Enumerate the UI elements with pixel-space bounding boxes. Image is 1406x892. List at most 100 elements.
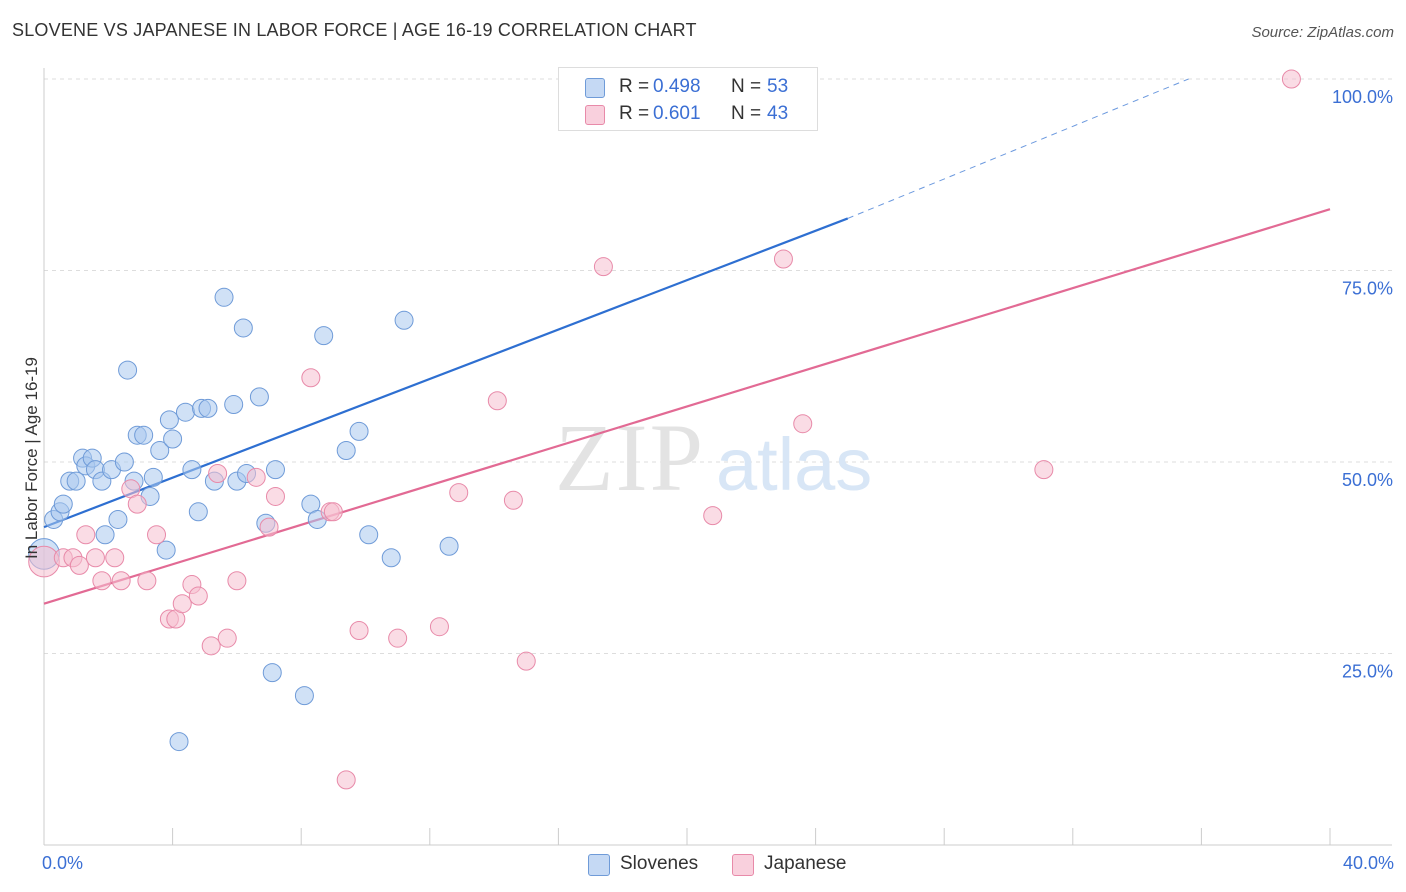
point-japanese (217, 628, 237, 648)
trendline-japanese (43, 208, 1331, 605)
y-tick-label: 50.0% (1342, 470, 1393, 490)
point-slovenes (163, 429, 183, 449)
point-japanese (793, 414, 813, 434)
point-japanese (188, 586, 208, 606)
r-label: R = (619, 103, 650, 124)
slovenes-swatch (588, 854, 610, 876)
point-japanese (111, 571, 131, 591)
point-slovenes (381, 548, 401, 568)
point-slovenes (249, 387, 269, 407)
point-japanese (1281, 69, 1301, 89)
n-value: 53 (767, 76, 789, 97)
point-japanese (449, 483, 469, 503)
n-label: N = (731, 76, 762, 97)
point-japanese (85, 548, 105, 568)
point-slovenes (359, 525, 379, 545)
point-slovenes (198, 398, 218, 418)
point-slovenes (336, 441, 356, 461)
point-slovenes (118, 360, 138, 380)
point-slovenes (175, 402, 195, 422)
point-japanese (246, 467, 266, 487)
point-slovenes (159, 410, 179, 430)
r-value: 0.601 (653, 103, 701, 124)
axes (43, 68, 1392, 846)
point-slovenes (143, 467, 163, 487)
point-slovenes (150, 441, 170, 461)
point-japanese (201, 636, 221, 656)
point-japanese (301, 368, 321, 388)
point-japanese (92, 571, 112, 591)
point-slovenes (114, 452, 134, 472)
point-japanese (259, 517, 279, 537)
point-japanese (127, 494, 147, 514)
point-slovenes (349, 421, 369, 441)
point-slovenes (294, 686, 314, 706)
point-slovenes (53, 494, 73, 514)
legend-label: Japanese (764, 853, 847, 874)
point-japanese (503, 490, 523, 510)
point-japanese (388, 628, 408, 648)
source-label: Source: ZipAtlas.com (1251, 24, 1394, 41)
point-slovenes (182, 460, 202, 480)
n-label: N = (731, 103, 762, 124)
point-slovenes (439, 536, 459, 556)
point-slovenes (233, 318, 253, 338)
legend-label: Slovenes (620, 853, 699, 874)
point-japanese (593, 257, 613, 277)
point-slovenes (314, 326, 334, 346)
point-slovenes (214, 287, 234, 307)
point-slovenes (188, 502, 208, 522)
point-japanese (323, 502, 343, 522)
point-slovenes (134, 425, 154, 445)
japanese-swatch (732, 854, 754, 876)
point-japanese (1034, 460, 1054, 480)
x-tick-label: 0.0% (42, 853, 83, 873)
point-japanese (773, 249, 793, 269)
point-japanese (703, 506, 723, 526)
point-japanese (69, 555, 89, 575)
point-japanese (147, 525, 167, 545)
y-axis-label: In Labor Force | Age 16-19 (22, 357, 41, 559)
point-slovenes (108, 509, 128, 529)
point-slovenes (394, 310, 414, 330)
watermark-zip: ZIP (555, 404, 705, 511)
point-slovenes (95, 525, 115, 545)
trendline-slovenes-extension (847, 78, 1189, 219)
gridlines (44, 78, 1392, 654)
point-japanese (227, 571, 247, 591)
point-japanese (487, 391, 507, 411)
point-japanese (172, 594, 192, 614)
point-slovenes (66, 471, 86, 491)
point-japanese (265, 486, 285, 506)
point-slovenes (169, 732, 189, 752)
point-japanese (429, 617, 449, 637)
x-tick-label: 40.0% (1343, 853, 1394, 873)
slovenes-swatch (585, 78, 605, 98)
point-slovenes (262, 663, 282, 683)
japanese-swatch (585, 105, 605, 125)
watermark: ZIP atlas (555, 404, 872, 511)
y-tick-label: 75.0% (1342, 279, 1393, 299)
point-japanese (349, 621, 369, 641)
point-slovenes (265, 460, 285, 480)
y-tick-label: 100.0% (1332, 87, 1393, 107)
y-tick-label: 25.0% (1342, 662, 1393, 682)
point-japanese (336, 770, 356, 790)
point-slovenes (224, 395, 244, 415)
stats-legend: R = 0.498 N = 53 R = 0.601 N = 43 (558, 67, 818, 131)
watermark-atlas: atlas (716, 423, 872, 506)
point-japanese (137, 571, 157, 591)
point-japanese (516, 651, 536, 671)
trendline-slovenes (43, 217, 849, 529)
point-japanese (105, 548, 125, 568)
point-japanese (208, 463, 228, 483)
tick-labels: 25.0% 50.0% 75.0% 100.0% 0.0% 40.0% (42, 87, 1394, 873)
point-japanese (76, 525, 96, 545)
point-slovenes (156, 540, 176, 560)
chart-title: SLOVENE VS JAPANESE IN LABOR FORCE | AGE… (12, 20, 697, 40)
trendlines (43, 78, 1331, 605)
r-label: R = (619, 76, 650, 97)
r-value: 0.498 (653, 76, 701, 97)
n-value: 43 (767, 103, 789, 124)
